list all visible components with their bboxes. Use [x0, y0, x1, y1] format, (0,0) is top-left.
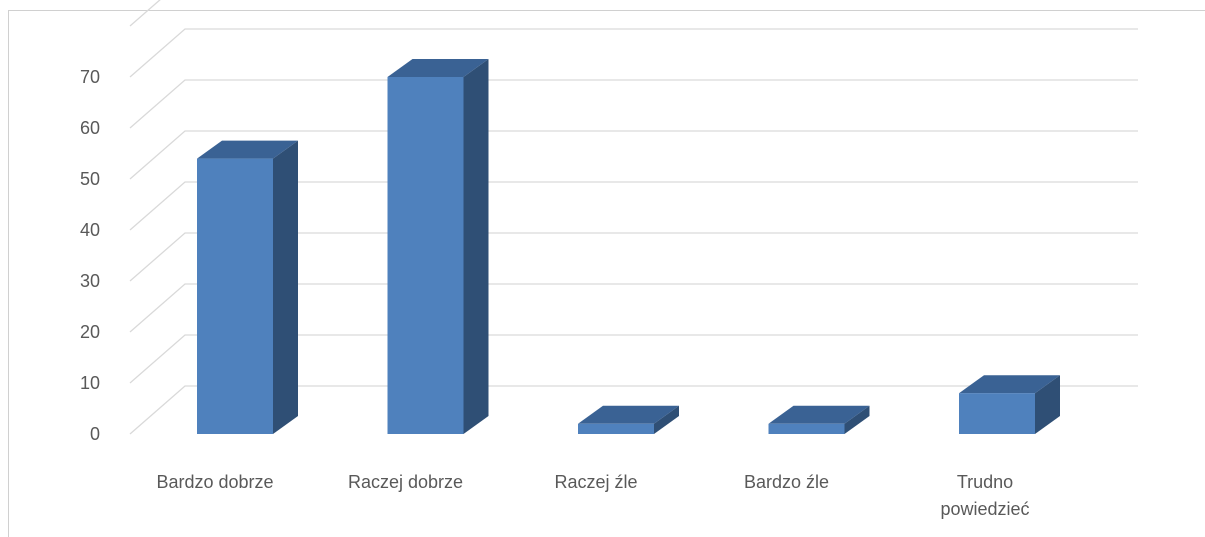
x-category-label: Bardzo źle — [744, 472, 829, 492]
x-category-label: Raczej dobrze — [348, 472, 463, 492]
x-category-label: Bardzo dobrze — [156, 472, 273, 492]
bar-side-face — [273, 140, 298, 434]
gridline — [129, 232, 1138, 282]
x-axis-labels: Bardzo dobrze Raczej dobrze Raczej źle Bard… — [156, 472, 1029, 519]
gridline — [129, 28, 1138, 78]
y-axis-ticks: 0 10 20 30 40 50 60 70 — [80, 67, 100, 444]
bar-top-face — [197, 140, 298, 159]
bar-front-face — [387, 77, 464, 434]
bar-side-face — [1035, 375, 1060, 434]
bar-side-face — [463, 59, 489, 434]
gridline — [129, 334, 1138, 384]
bar-side-face — [654, 405, 679, 434]
bar-front-face — [768, 423, 845, 434]
gridline — [129, 0, 161, 27]
bar-side-face — [844, 405, 870, 434]
gridline — [129, 283, 1138, 333]
gridline — [129, 181, 1138, 231]
y-tick-label: 30 — [80, 271, 100, 291]
bar-top-face — [578, 405, 679, 424]
gridline — [129, 130, 1138, 180]
y-tick-label: 0 — [90, 424, 100, 444]
y-tick-label: 60 — [80, 118, 100, 138]
y-tick-label: 10 — [80, 373, 100, 393]
grid-layer — [129, 0, 1138, 435]
bar — [387, 59, 489, 434]
x-category-label: Trudno — [957, 472, 1013, 492]
bar-top-face — [959, 375, 1060, 394]
y-tick-label: 20 — [80, 322, 100, 342]
x-category-label: Raczej źle — [554, 472, 637, 492]
bar — [197, 140, 298, 434]
bar-top-face — [768, 405, 870, 424]
gridline — [129, 79, 1138, 129]
y-tick-label: 50 — [80, 169, 100, 189]
bar — [578, 405, 679, 434]
bar-front-face — [959, 393, 1035, 434]
bar — [959, 375, 1060, 434]
y-tick-label: 40 — [80, 220, 100, 240]
gridline — [129, 385, 1138, 435]
y-tick-label: 70 — [80, 67, 100, 87]
bar-front-face — [197, 158, 273, 434]
x-category-label: powiedzieć — [940, 499, 1029, 519]
chart-frame — [8, 10, 1205, 537]
bar-top-face — [387, 59, 489, 77]
bars — [197, 59, 1060, 434]
bar-front-face — [578, 423, 654, 434]
bar — [768, 405, 870, 434]
